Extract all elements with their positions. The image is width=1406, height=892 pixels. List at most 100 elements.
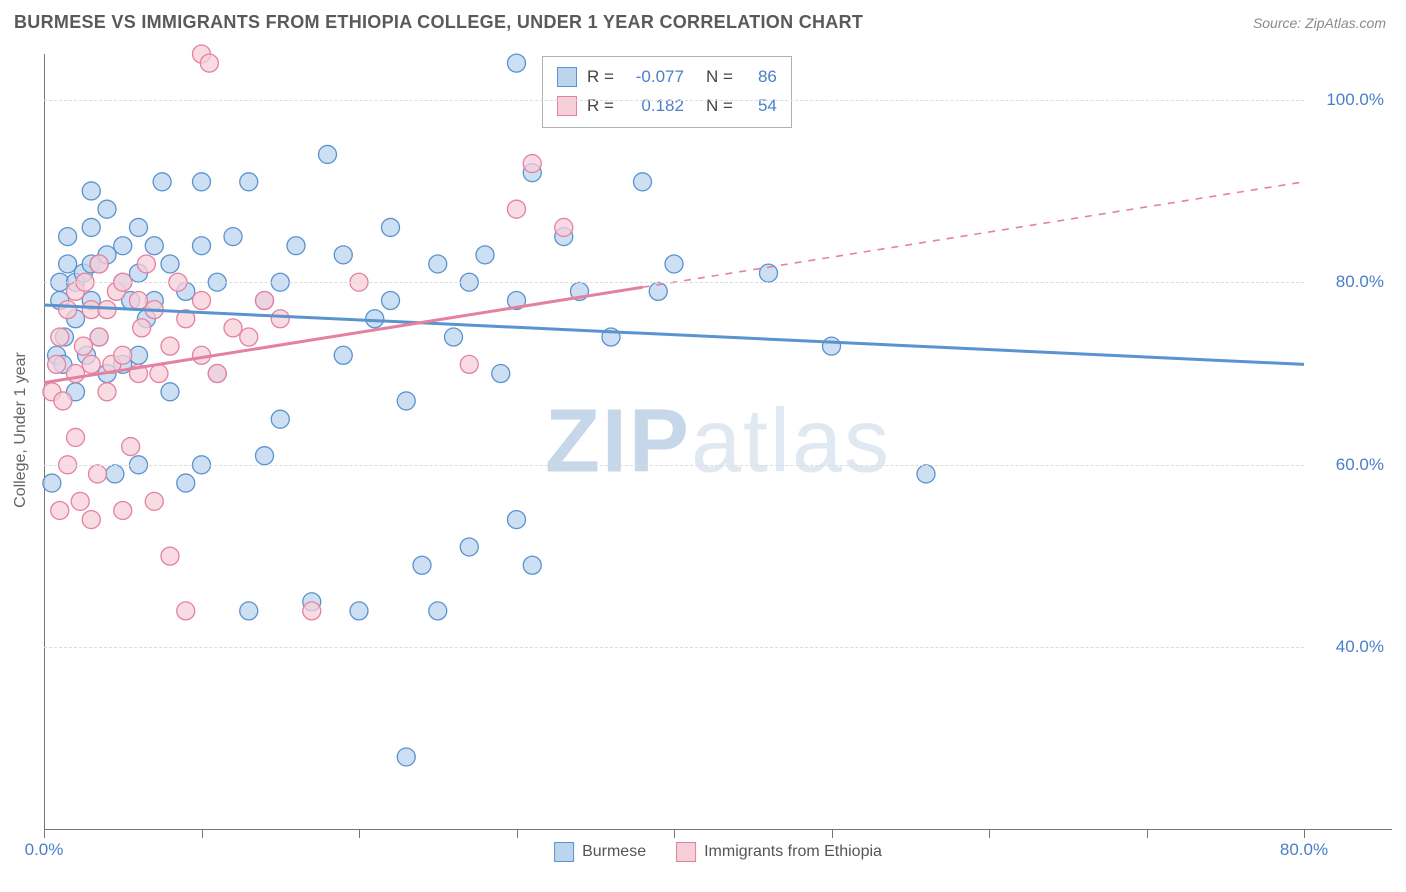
data-point [429, 602, 447, 620]
data-point [256, 291, 274, 309]
data-point [200, 54, 218, 72]
data-point [523, 556, 541, 574]
legend-n-value: 54 [743, 92, 777, 121]
data-point [82, 182, 100, 200]
legend-item: Burmese [554, 842, 646, 862]
data-point [48, 355, 66, 373]
legend-n-label: N = [706, 63, 733, 92]
data-point [90, 255, 108, 273]
data-point [382, 218, 400, 236]
data-point [161, 383, 179, 401]
series-legend: Burmese Immigrants from Ethiopia [554, 842, 882, 862]
data-point [59, 255, 77, 273]
legend-r-label: R = [587, 63, 614, 92]
data-point [114, 346, 132, 364]
data-point [224, 319, 242, 337]
data-point [114, 237, 132, 255]
data-point [82, 511, 100, 529]
legend-n-label: N = [706, 92, 733, 121]
data-point [334, 346, 352, 364]
stats-legend-row: R =-0.077N =86 [557, 63, 777, 92]
data-point [54, 392, 72, 410]
data-point [208, 365, 226, 383]
data-point [82, 355, 100, 373]
data-point [397, 748, 415, 766]
gridline [44, 647, 1304, 648]
data-point [303, 602, 321, 620]
trend-line-extrapolated [643, 182, 1305, 287]
gridline [44, 465, 1304, 466]
legend-swatch [676, 842, 696, 862]
x-tick-label: 0.0% [25, 840, 64, 860]
y-tick-label: 80.0% [1336, 272, 1384, 292]
legend-item: Immigrants from Ethiopia [676, 842, 882, 862]
data-point [334, 246, 352, 264]
data-point [193, 237, 211, 255]
data-point [823, 337, 841, 355]
data-point [98, 383, 116, 401]
data-point [917, 465, 935, 483]
x-tick-label: 80.0% [1280, 840, 1328, 860]
y-tick-label: 60.0% [1336, 455, 1384, 475]
data-point [130, 291, 148, 309]
data-point [106, 465, 124, 483]
x-tick [202, 830, 203, 838]
data-point [74, 337, 92, 355]
x-tick [44, 830, 45, 838]
data-point [59, 301, 77, 319]
scatter-svg [44, 54, 1392, 830]
data-point [460, 538, 478, 556]
data-point [508, 54, 526, 72]
data-point [240, 173, 258, 191]
data-point [287, 237, 305, 255]
data-point [240, 328, 258, 346]
data-point [397, 392, 415, 410]
data-point [665, 255, 683, 273]
data-point [523, 155, 541, 173]
data-point [240, 602, 258, 620]
data-point [445, 328, 463, 346]
x-tick [674, 830, 675, 838]
data-point [319, 145, 337, 163]
legend-label: Immigrants from Ethiopia [704, 843, 882, 860]
data-point [193, 291, 211, 309]
x-tick [359, 830, 360, 838]
chart-title: BURMESE VS IMMIGRANTS FROM ETHIOPIA COLL… [14, 12, 863, 33]
data-point [150, 365, 168, 383]
source-attribution: Source: ZipAtlas.com [1253, 15, 1386, 31]
data-point [145, 237, 163, 255]
data-point [137, 255, 155, 273]
stats-legend-row: R =0.182N =54 [557, 92, 777, 121]
legend-r-value: -0.077 [624, 63, 684, 92]
data-point [145, 492, 163, 510]
data-point [114, 501, 132, 519]
data-point [82, 218, 100, 236]
legend-r-label: R = [587, 92, 614, 121]
data-point [634, 173, 652, 191]
data-point [59, 228, 77, 246]
legend-label: Burmese [582, 843, 646, 860]
data-point [153, 173, 171, 191]
data-point [51, 501, 69, 519]
x-tick [1304, 830, 1305, 838]
data-point [98, 200, 116, 218]
x-tick [517, 830, 518, 838]
data-point [429, 255, 447, 273]
data-point [350, 602, 368, 620]
data-point [224, 228, 242, 246]
data-point [193, 173, 211, 191]
stats-legend: R =-0.077N =86R =0.182N =54 [542, 56, 792, 128]
x-tick [1147, 830, 1148, 838]
y-axis-title: College, Under 1 year [12, 352, 30, 508]
legend-swatch [554, 842, 574, 862]
y-tick-label: 100.0% [1326, 90, 1384, 110]
data-point [271, 310, 289, 328]
data-point [161, 255, 179, 273]
data-point [256, 447, 274, 465]
gridline [44, 100, 1304, 101]
data-point [508, 511, 526, 529]
data-point [71, 492, 89, 510]
data-point [476, 246, 494, 264]
data-point [130, 218, 148, 236]
data-point [122, 438, 140, 456]
